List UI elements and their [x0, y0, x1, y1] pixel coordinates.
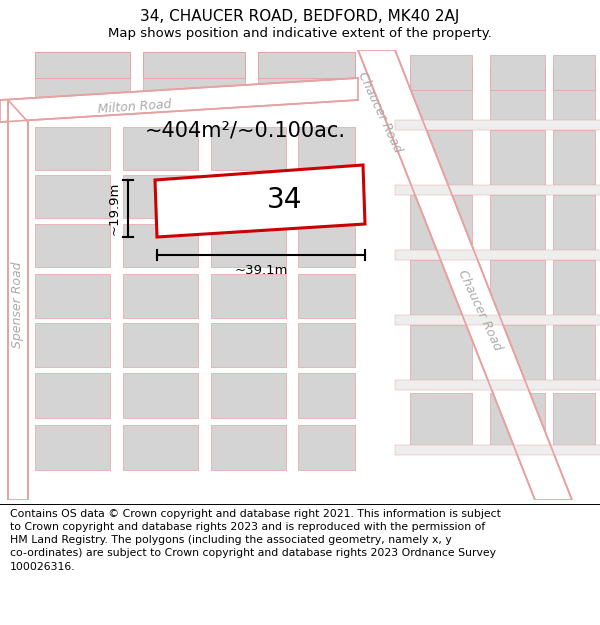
- Bar: [490, 195, 545, 250]
- Polygon shape: [0, 78, 358, 122]
- Bar: [410, 195, 472, 250]
- Polygon shape: [8, 100, 28, 500]
- Bar: [35, 224, 110, 267]
- Bar: [211, 425, 286, 470]
- Bar: [211, 224, 286, 267]
- Bar: [490, 55, 545, 90]
- Bar: [211, 373, 286, 418]
- Bar: [490, 130, 545, 185]
- Bar: [410, 55, 472, 90]
- Bar: [298, 323, 355, 367]
- Bar: [490, 325, 545, 380]
- Bar: [395, 315, 600, 325]
- Bar: [298, 127, 355, 170]
- Polygon shape: [258, 78, 355, 100]
- Bar: [123, 425, 198, 470]
- Bar: [35, 127, 110, 170]
- Bar: [35, 425, 110, 470]
- Text: Chaucer Road: Chaucer Road: [455, 268, 505, 352]
- Bar: [395, 445, 600, 455]
- Text: Spenser Road: Spenser Road: [11, 262, 25, 348]
- Bar: [395, 250, 600, 260]
- Bar: [35, 175, 110, 218]
- Polygon shape: [358, 50, 572, 500]
- Bar: [35, 274, 110, 318]
- Bar: [553, 55, 595, 90]
- Bar: [211, 323, 286, 367]
- Bar: [553, 130, 595, 185]
- Bar: [490, 260, 545, 315]
- Bar: [298, 175, 355, 218]
- Bar: [395, 380, 600, 390]
- Polygon shape: [143, 52, 245, 78]
- Bar: [298, 373, 355, 418]
- Bar: [553, 195, 595, 250]
- Bar: [410, 325, 472, 380]
- Bar: [410, 260, 472, 315]
- Bar: [553, 260, 595, 315]
- Bar: [123, 274, 198, 318]
- Text: ~39.1m: ~39.1m: [234, 264, 288, 278]
- Bar: [410, 68, 472, 120]
- Polygon shape: [258, 52, 355, 78]
- Bar: [298, 274, 355, 318]
- Bar: [123, 373, 198, 418]
- Bar: [410, 130, 472, 185]
- Bar: [410, 393, 472, 448]
- Polygon shape: [155, 165, 365, 237]
- Polygon shape: [143, 78, 245, 100]
- Bar: [211, 127, 286, 170]
- Bar: [298, 425, 355, 470]
- Bar: [395, 185, 600, 195]
- Text: Map shows position and indicative extent of the property.: Map shows position and indicative extent…: [108, 27, 492, 40]
- Bar: [553, 68, 595, 120]
- Text: Chaucer Road: Chaucer Road: [356, 69, 404, 154]
- Text: 34, CHAUCER ROAD, BEDFORD, MK40 2AJ: 34, CHAUCER ROAD, BEDFORD, MK40 2AJ: [140, 9, 460, 24]
- Bar: [553, 325, 595, 380]
- Text: ~19.9m: ~19.9m: [107, 182, 121, 235]
- Bar: [395, 120, 600, 130]
- Polygon shape: [35, 78, 130, 100]
- Bar: [35, 373, 110, 418]
- Bar: [123, 175, 198, 218]
- Bar: [35, 323, 110, 367]
- Bar: [211, 274, 286, 318]
- Bar: [553, 393, 595, 448]
- Text: 34: 34: [268, 186, 302, 214]
- Text: ~404m²/~0.100ac.: ~404m²/~0.100ac.: [145, 120, 346, 140]
- Text: Milton Road: Milton Road: [98, 98, 172, 116]
- Bar: [490, 393, 545, 448]
- Bar: [123, 127, 198, 170]
- Bar: [123, 224, 198, 267]
- Bar: [211, 175, 286, 218]
- Text: Contains OS data © Crown copyright and database right 2021. This information is : Contains OS data © Crown copyright and d…: [10, 509, 501, 571]
- Polygon shape: [35, 52, 130, 78]
- Bar: [123, 323, 198, 367]
- Bar: [490, 68, 545, 120]
- Bar: [298, 224, 355, 267]
